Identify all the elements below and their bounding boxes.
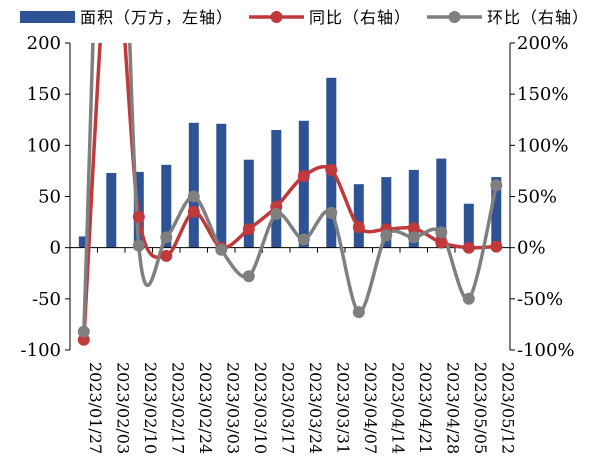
- y-right-tick-label: 150%: [517, 84, 568, 105]
- line-series: [82, 43, 498, 340]
- y-left-tick-label: 200: [27, 33, 61, 54]
- bar: [326, 77, 337, 248]
- marker-1: [407, 222, 420, 235]
- bar-series-area: [78, 77, 502, 248]
- marker-1: [462, 241, 475, 254]
- legend-label: 面积（万方，左轴）: [80, 8, 233, 27]
- y-left-tick-label: 150: [27, 84, 61, 105]
- line-markers: [77, 163, 503, 346]
- x-tick-label: 2023/03/03: [223, 362, 242, 454]
- bar: [408, 169, 419, 248]
- marker-2: [215, 243, 228, 256]
- marker-2: [380, 229, 393, 242]
- bar: [216, 123, 227, 248]
- y-left-tick-label: -50: [32, 289, 61, 310]
- marker-2: [325, 206, 338, 219]
- marker-2: [297, 233, 310, 246]
- y-right-tick-label: 100%: [517, 135, 568, 156]
- marker-2: [462, 292, 475, 305]
- bar: [463, 203, 474, 248]
- legend-swatch-bar: [20, 11, 75, 23]
- line-2: [82, 43, 498, 332]
- tick-labels: 200 200% 150 150% 100 100% 50 50% 0 0% -50 -50% -100…: [21, 33, 575, 454]
- marker-2: [242, 270, 255, 283]
- x-tick-label: 2023/04/21: [416, 362, 435, 454]
- marker-2: [435, 226, 448, 239]
- x-tick-label: 2023/04/14: [388, 362, 407, 454]
- marker-2: [270, 207, 283, 220]
- marker-2: [407, 231, 420, 244]
- x-tick-label: 2023/02/17: [168, 362, 187, 454]
- y-left-tick-label: 0: [50, 238, 61, 259]
- y-right-tick-label: -100%: [517, 340, 575, 361]
- x-tick-label: 2023/04/28: [443, 362, 462, 454]
- marker-1: [77, 333, 90, 346]
- x-tick-label: 2023/03/17: [278, 362, 297, 454]
- marker-1: [352, 221, 365, 234]
- bar: [106, 173, 117, 248]
- x-tick-label: 2023/05/05: [471, 362, 490, 454]
- y-right-tick-label: -50%: [517, 289, 563, 310]
- x-tick-label: 2023/04/07: [361, 362, 380, 454]
- marker-2: [77, 325, 90, 338]
- legend-swatch-marker: [270, 11, 283, 23]
- marker-1: [242, 223, 255, 236]
- x-tick-label: 2023/01/27: [86, 362, 105, 454]
- x-tick-label: 2023/03/10: [251, 362, 270, 454]
- marker-1: [187, 205, 200, 218]
- legend: 面积（万方，左轴） 同比（右轴） 环比（右轴）: [20, 8, 589, 27]
- x-tick-label: 2023/03/24: [306, 362, 325, 454]
- y-left-tick-label: -100: [21, 340, 61, 361]
- marker-1: [490, 240, 503, 253]
- bar: [298, 120, 309, 248]
- marker-2: [187, 190, 200, 203]
- marker-2: [490, 179, 503, 192]
- marker-1: [297, 170, 310, 182]
- x-tick-label: 2023/05/12: [498, 362, 517, 454]
- x-tick-label: 2023/03/31: [333, 362, 352, 454]
- marker-2: [160, 231, 173, 244]
- bar: [271, 130, 282, 248]
- y-right-tick-label: 50%: [517, 187, 557, 208]
- marker-1: [132, 211, 145, 223]
- marker-1: [325, 163, 338, 176]
- legend-swatch-marker: [448, 11, 461, 23]
- legend-label: 同比（右轴）: [309, 8, 411, 27]
- x-tick-label: 2023/02/10: [141, 362, 160, 454]
- axes: [65, 42, 515, 351]
- bar: [161, 164, 172, 248]
- bar: [353, 184, 364, 248]
- marker-1: [160, 249, 173, 262]
- y-right-tick-label: 0%: [517, 238, 546, 259]
- y-left-tick-label: 50: [38, 187, 61, 208]
- marker-2: [352, 306, 365, 319]
- bar: [436, 158, 447, 248]
- bar: [188, 122, 199, 248]
- y-left-tick-label: 100: [27, 135, 61, 156]
- x-tick-label: 2023/02/24: [196, 362, 215, 454]
- marker-2: [132, 239, 145, 252]
- y-right-tick-label: 200%: [517, 33, 568, 54]
- bar: [243, 159, 254, 248]
- bar: [381, 177, 392, 248]
- marker-1: [435, 236, 448, 249]
- x-tick-label: 2023/02/03: [113, 362, 132, 454]
- line-1: [82, 43, 497, 340]
- bar: [78, 236, 89, 248]
- bar: [491, 177, 502, 248]
- legend-label: 环比（右轴）: [487, 8, 589, 27]
